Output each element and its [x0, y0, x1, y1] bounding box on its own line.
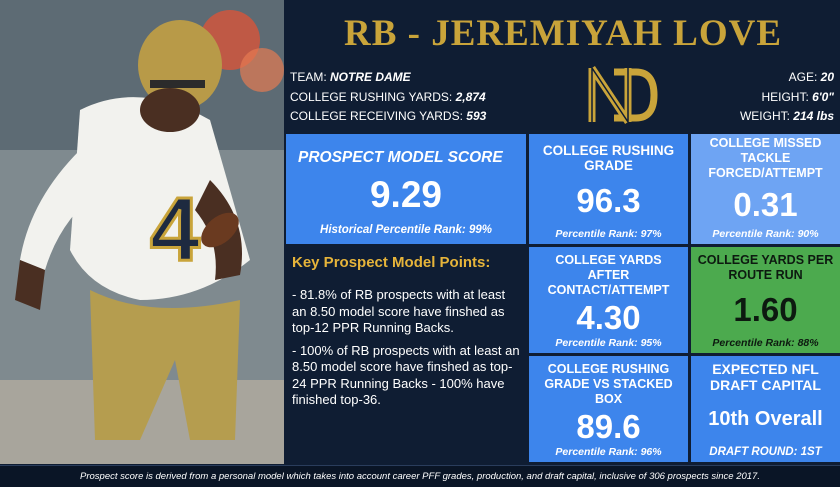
tile-sub: Percentile Rank: 95% — [555, 337, 662, 349]
info-value: 6'0" — [812, 89, 834, 104]
info-label: COLLEGE RECEIVING YARDS: — [290, 109, 467, 123]
info-label: TEAM: — [290, 70, 331, 84]
rushing-grade-tile: COLLEGE RUSHING GRADE 96.3 Percentile Ra… — [529, 134, 688, 244]
info-weight: WEIGHT: 214 lbs — [740, 107, 834, 127]
tile-sub: DRAFT ROUND: 1ST — [709, 446, 822, 458]
player-info-right: AGE: 20 HEIGHT: 6'0" WEIGHT: 214 lbs — [740, 68, 834, 127]
info-value: 20 — [820, 70, 834, 84]
svg-text:4: 4 — [150, 180, 200, 280]
info-value: 593 — [466, 109, 487, 123]
info-label: AGE: — [788, 70, 821, 84]
footer-note: Prospect score is derived from a persona… — [0, 465, 840, 487]
info-label: COLLEGE RUSHING YARDS: — [290, 89, 456, 104]
player-photo: 4 — [0, 0, 284, 464]
key-points-panel: Key Prospect Model Points: - 81.8% of RB… — [286, 246, 526, 462]
tile-value: 0.31 — [733, 185, 798, 223]
info-value: 2,874 — [455, 89, 486, 104]
tile-sub: Historical Percentile Rank: 99% — [320, 224, 492, 236]
tile-sub: Percentile Rank: 97% — [555, 228, 662, 240]
tile-label: EXPECTED NFL DRAFT CAPITAL — [710, 361, 821, 393]
tile-value: 10th Overall — [708, 408, 823, 430]
tile-label: COLLEGE MISSED TACKLE FORCED/ATTEMPT — [708, 136, 823, 180]
info-value: 214 lbs — [793, 109, 834, 123]
info-value: NOTRE DAME — [330, 70, 411, 84]
info-team: TEAM: NOTRE DAME — [290, 68, 486, 88]
tile-value: 4.30 — [576, 298, 641, 336]
info-rushing-yards: COLLEGE RUSHING YARDS: 2,874 — [290, 88, 486, 108]
info-receiving-yards: COLLEGE RECEIVING YARDS: 593 — [290, 107, 486, 127]
tile-value: 96.3 — [576, 181, 641, 219]
tile-sub: Percentile Rank: 90% — [712, 228, 819, 240]
tile-value: 89.6 — [576, 407, 641, 445]
player-info-left: TEAM: NOTRE DAME COLLEGE RUSHING YARDS: … — [290, 68, 486, 127]
info-label: HEIGHT: — [761, 89, 813, 104]
notre-dame-logo-icon — [584, 62, 660, 128]
page-title: RB - JEREMIYAH LOVE — [286, 0, 840, 66]
draft-capital-tile: EXPECTED NFL DRAFT CAPITAL 10th Overall … — [691, 356, 840, 462]
prospect-model-score-tile: PROSPECT MODEL SCORE 9.29 Historical Per… — [286, 134, 526, 244]
tile-sub: Percentile Rank: 88% — [712, 337, 819, 349]
tile-value: 1.60 — [733, 291, 798, 328]
stacked-box-tile: COLLEGE RUSHING GRADE vs STACKED BOX 89.… — [529, 356, 688, 462]
info-label: WEIGHT: — [739, 109, 794, 123]
key-point-item: - 100% of RB prospects with at least an … — [292, 342, 520, 408]
tile-sub: Percentile Rank: 96% — [555, 446, 662, 458]
tile-label: COLLEGE YARDS AFTER CONTACT/ATTEMPT — [547, 253, 670, 297]
yards-per-route-run-tile: COLLEGE YARDS PER ROUTE RUN 1.60 Percent… — [691, 247, 840, 353]
info-height: HEIGHT: 6'0" — [740, 88, 834, 108]
key-point-item: - 81.8% of RB prospects with at least an… — [292, 287, 506, 335]
tile-value: 9.29 — [369, 173, 442, 215]
info-age: AGE: 20 — [740, 68, 834, 88]
tile-label: COLLEGE YARDS PER ROUTE RUN — [697, 253, 834, 282]
key-points-title: Key Prospect Model Points: — [292, 254, 491, 271]
yards-after-contact-tile: COLLEGE YARDS AFTER CONTACT/ATTEMPT 4.30… — [529, 247, 688, 353]
tile-label: PROSPECT MODEL SCORE — [298, 149, 503, 166]
tile-label: COLLEGE RUSHING GRADE vs STACKED BOX — [544, 362, 673, 406]
missed-tackle-tile: COLLEGE MISSED TACKLE FORCED/ATTEMPT 0.3… — [691, 134, 840, 244]
tile-label: COLLEGE RUSHING GRADE — [542, 143, 675, 173]
